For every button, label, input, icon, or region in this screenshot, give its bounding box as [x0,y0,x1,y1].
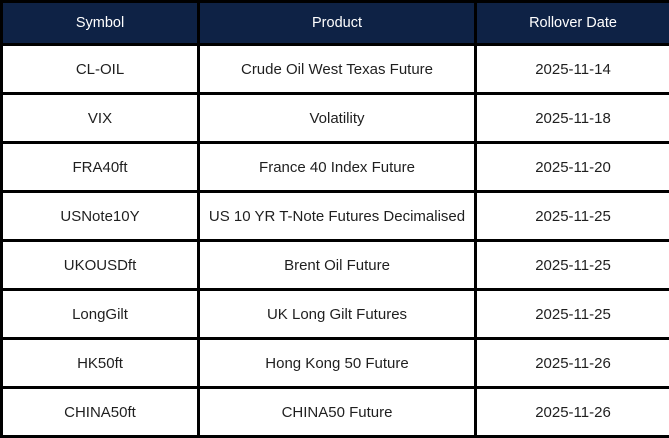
table-row: USNote10Y US 10 YR T-Note Futures Decima… [2,192,669,241]
product-cell: Brent Oil Future [199,241,476,290]
product-cell: Volatility [199,94,476,143]
table-row: UKOUSDft Brent Oil Future 2025-11-25 [2,241,669,290]
table-row: LongGilt UK Long Gilt Futures 2025-11-25 [2,290,669,339]
rollover-date-cell: 2025-11-26 [476,388,669,437]
rollover-date-cell: 2025-11-20 [476,143,669,192]
symbol-cell: CHINA50ft [2,388,199,437]
rollover-date-cell: 2025-11-18 [476,94,669,143]
table-row: CHINA50ft CHINA50 Future 2025-11-26 [2,388,669,437]
product-cell: CHINA50 Future [199,388,476,437]
rollover-date-cell: 2025-11-25 [476,241,669,290]
column-header-rollover-date: Rollover Date [476,2,669,45]
column-header-symbol: Symbol [2,2,199,45]
table-row: CL-OIL Crude Oil West Texas Future 2025-… [2,45,669,94]
rollover-date-cell: 2025-11-25 [476,192,669,241]
symbol-cell: VIX [2,94,199,143]
header-row: Symbol Product Rollover Date [2,2,669,45]
symbol-cell: UKOUSDft [2,241,199,290]
product-cell: US 10 YR T-Note Futures Decimalised [199,192,476,241]
table-row: HK50ft Hong Kong 50 Future 2025-11-26 [2,339,669,388]
symbol-cell: CL-OIL [2,45,199,94]
symbol-cell: FRA40ft [2,143,199,192]
table-row: FRA40ft France 40 Index Future 2025-11-2… [2,143,669,192]
rollover-date-cell: 2025-11-26 [476,339,669,388]
symbol-cell: HK50ft [2,339,199,388]
rollover-date-cell: 2025-11-25 [476,290,669,339]
table-row: VIX Volatility 2025-11-18 [2,94,669,143]
product-cell: UK Long Gilt Futures [199,290,476,339]
rollover-dates-table-container: Symbol Product Rollover Date CL-OIL Crud… [0,0,669,415]
rollover-date-cell: 2025-11-14 [476,45,669,94]
column-header-product: Product [199,2,476,45]
symbol-cell: USNote10Y [2,192,199,241]
symbol-cell: LongGilt [2,290,199,339]
product-cell: Crude Oil West Texas Future [199,45,476,94]
product-cell: Hong Kong 50 Future [199,339,476,388]
product-cell: France 40 Index Future [199,143,476,192]
